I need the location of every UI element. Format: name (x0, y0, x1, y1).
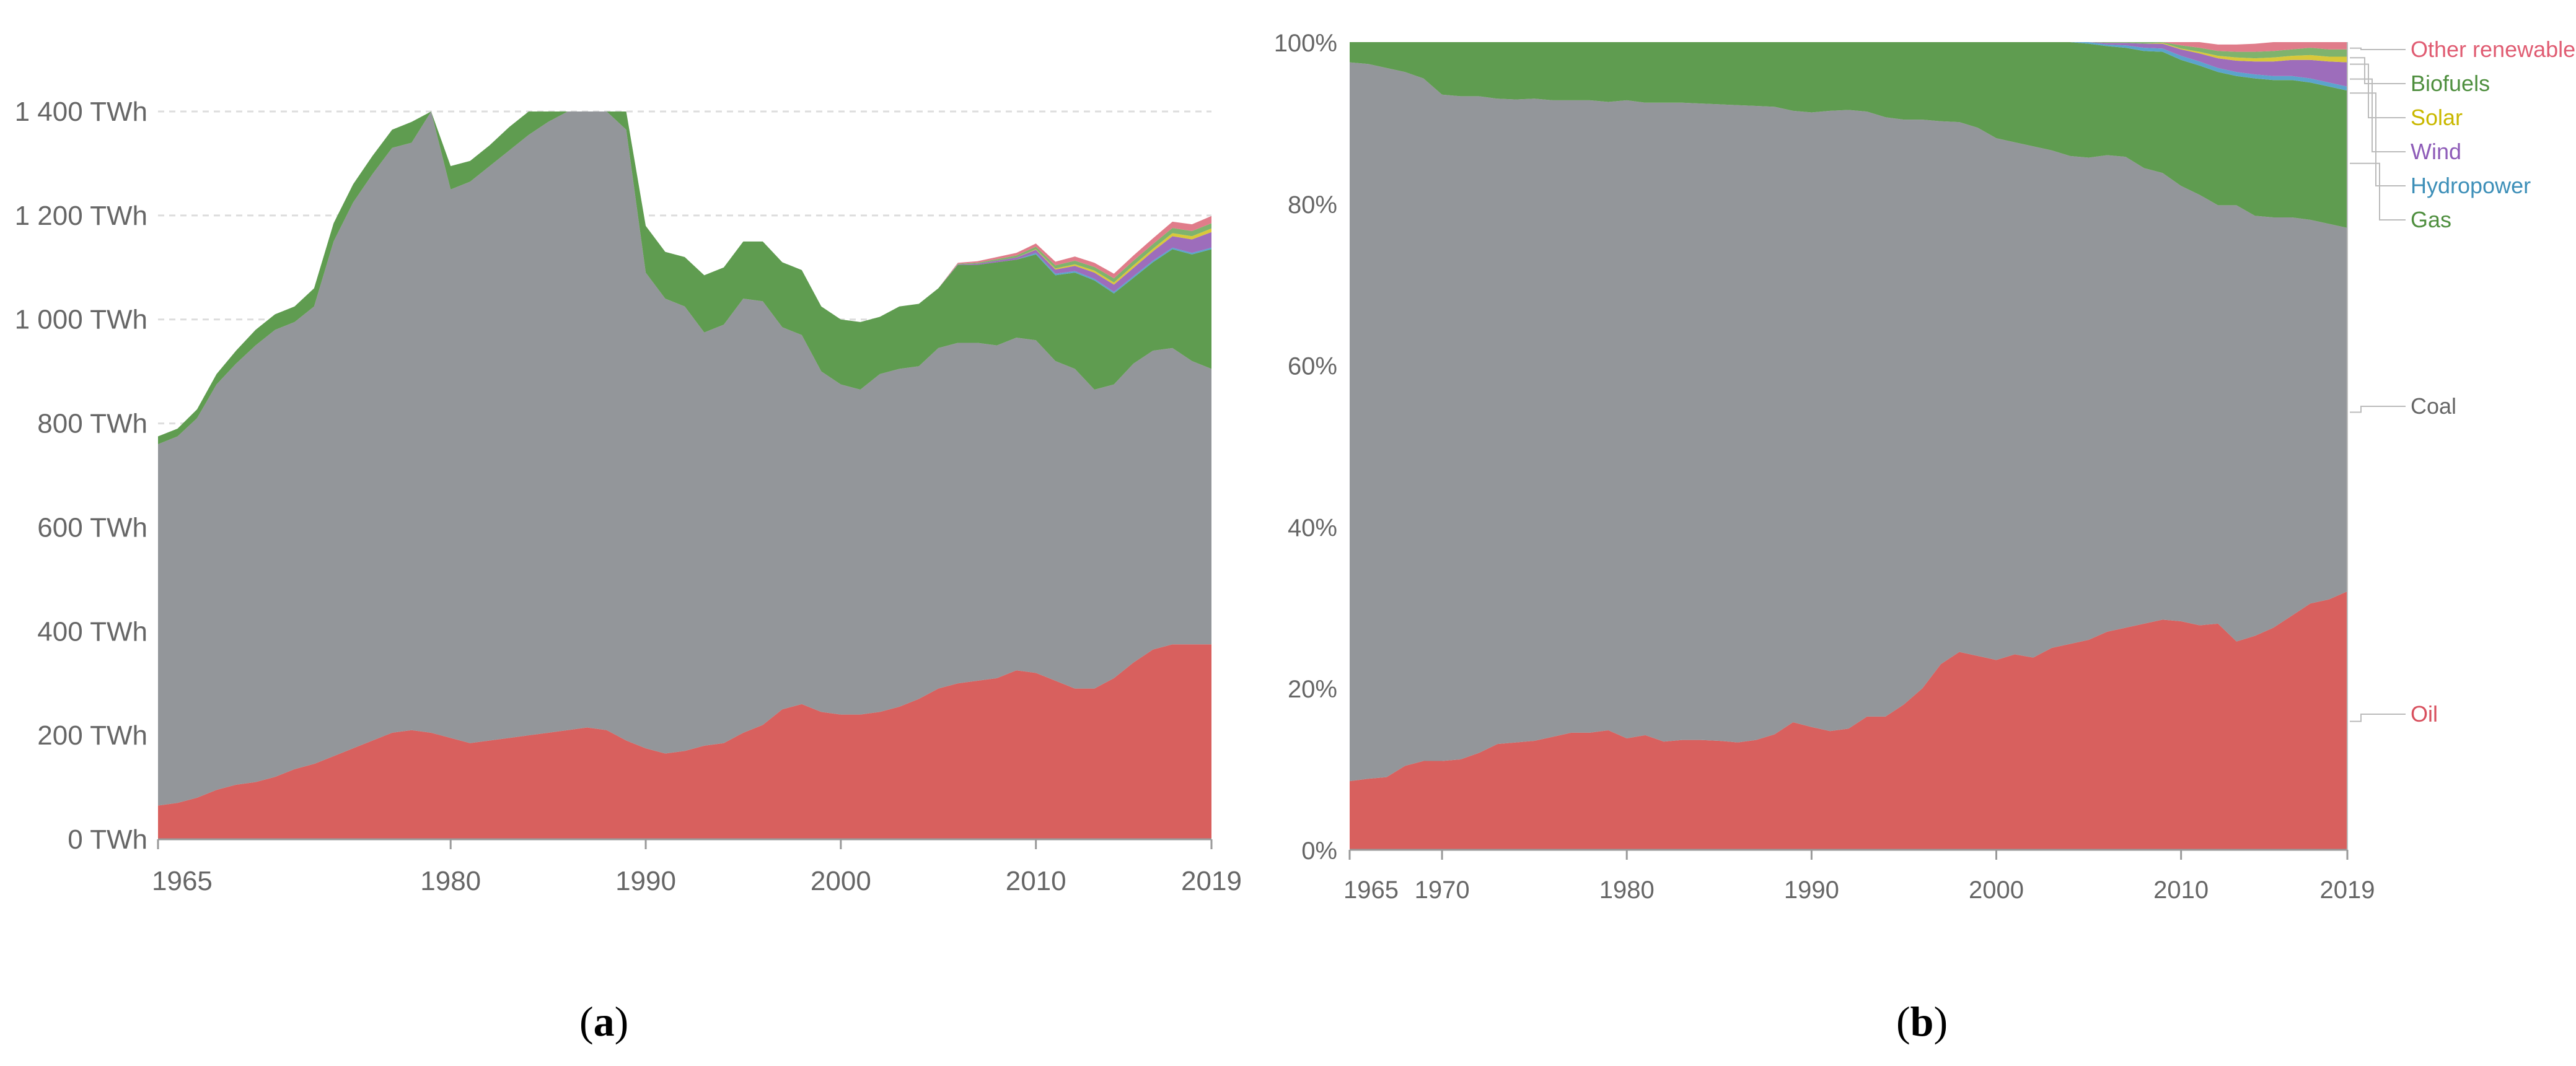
x-tick-label-2010: 2010 (2153, 876, 2209, 904)
y-tick-label-1-400-twh: 1 400 TWh (15, 97, 147, 127)
legend-leader-other-renewables (2350, 47, 2406, 50)
x-tick-label-1990: 1990 (615, 866, 676, 896)
y-tick-label-20: 20% (1288, 676, 1337, 703)
area-oil (158, 644, 1211, 839)
y-tick-label-0-twh: 0 TWh (68, 824, 147, 855)
legend-leader-biofuels (2350, 57, 2406, 84)
x-tick-label-1970: 1970 (1415, 876, 1470, 904)
x-tick-label-2019: 2019 (1181, 866, 1242, 896)
area-solar (1350, 42, 2347, 63)
caption-b: (b) (1896, 998, 1948, 1045)
y-tick-label-1-000-twh: 1 000 TWh (15, 305, 147, 335)
x-tick-label-1990: 1990 (1784, 876, 1839, 904)
area-coal (1350, 62, 2347, 782)
x-tick-label-1965: 1965 (152, 866, 213, 896)
y-tick-label-100: 100% (1274, 30, 1337, 57)
legend-leader-gas (2350, 162, 2406, 221)
y-tick-label-1-200-twh: 1 200 TWh (15, 201, 147, 231)
x-tick-label-1980: 1980 (1599, 876, 1655, 904)
x-tick-label-2000: 2000 (1969, 876, 2024, 904)
y-tick-label-60: 60% (1288, 353, 1337, 380)
caption-a: (a) (579, 998, 629, 1045)
y-tick-label-200-twh: 200 TWh (37, 720, 147, 751)
legend-leader-oil (2350, 714, 2406, 722)
x-tick-label-2019: 2019 (2320, 876, 2375, 904)
legend-label-biofuels: Biofuels (2411, 71, 2490, 96)
legend-leader-hydropower (2350, 92, 2406, 186)
y-tick-label-600-twh: 600 TWh (37, 512, 147, 543)
area-gas (158, 111, 1211, 445)
x-tick-label-1980: 1980 (420, 866, 481, 896)
area-oil (1350, 591, 2347, 850)
energy-share-stacked-area-chart-b: 1965 1970 1980 1990 2000 2010 2019 0% 20% 40% 60% 8… (1274, 30, 2576, 904)
legend-label-coal: Coal (2411, 393, 2456, 419)
y-tick-label-0: 0% (1301, 837, 1337, 865)
y-tick-label-400-twh: 400 TWh (37, 616, 147, 647)
chart-panel-b: 1965 1970 1980 1990 2000 2010 2019 0% 20% 40% 60% 8… (1264, 0, 2576, 1066)
x-tick-label-2000: 2000 (811, 866, 871, 896)
legend-leader-wind (2350, 78, 2406, 152)
x-tick-label-1965: 1965 (1343, 876, 1399, 904)
energy-stacked-area-chart-a: 1965 1980 1990 2000 2010 2019 0 TWh 200 TWh 400 … (15, 97, 1242, 896)
legend-label-solar: Solar (2411, 105, 2463, 130)
y-tick-label-40: 40% (1288, 514, 1337, 541)
caption-b-letter: b (1910, 998, 1934, 1045)
caption-a-letter: a (593, 998, 615, 1045)
legend-label-wind: Wind (2411, 139, 2461, 164)
area-biofuels (1350, 42, 2347, 59)
legend-label-oil: Oil (2411, 701, 2438, 727)
legend-label-gas: Gas (2411, 207, 2451, 232)
legend-leader-solar (2350, 63, 2406, 118)
chart-panel-a: 1965 1980 1990 2000 2010 2019 0 TWh 200 TWh 400 … (0, 0, 1252, 1066)
x-tick-label-2010: 2010 (1006, 866, 1066, 896)
y-tick-label-800-twh: 800 TWh (37, 409, 147, 439)
y-tick-label-80: 80% (1288, 191, 1337, 219)
area-coal (158, 111, 1211, 806)
legend-label-other-renewables: Other renewables (2411, 37, 2576, 62)
legend-label-hydropower: Hydropower (2411, 173, 2531, 198)
area-other-renewables (1350, 42, 2347, 52)
area-gas (1350, 42, 2347, 228)
legend-leader-coal (2350, 406, 2406, 413)
